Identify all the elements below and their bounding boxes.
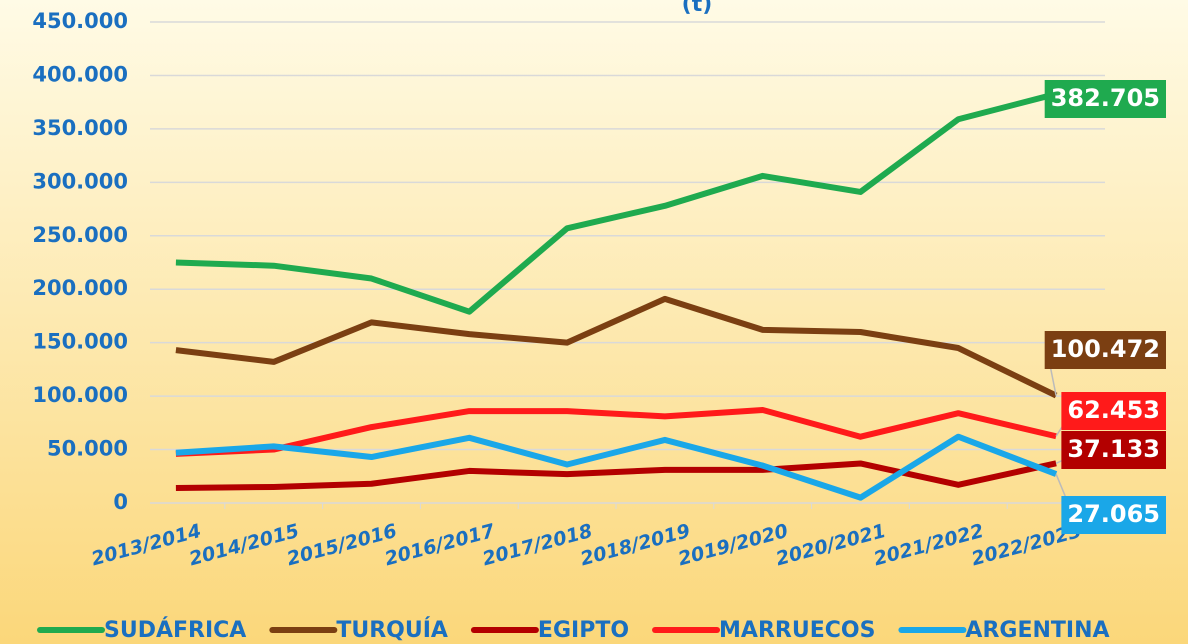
y-tick-label: 150.000 <box>32 330 128 354</box>
value-label-box <box>1061 496 1166 534</box>
legend-label: SUDÁFRICA <box>104 617 246 643</box>
y-tick-label: 0 <box>113 490 128 514</box>
legend-label: MARRUECOS <box>719 618 875 643</box>
chart-title: (t) <box>682 0 713 17</box>
series-line <box>175 433 1058 501</box>
value-label-box <box>1061 392 1166 430</box>
y-tick-label: 250.000 <box>32 223 128 247</box>
y-tick-label: 350.000 <box>32 116 128 140</box>
series-line <box>175 407 1057 457</box>
y-tick-label: 50.000 <box>47 437 128 461</box>
legend-label: EGIPTO <box>538 618 629 643</box>
value-label: 62.453 <box>1067 396 1160 424</box>
value-label: 382.705 <box>1051 84 1160 112</box>
series-line <box>175 91 1057 315</box>
series-line <box>175 295 1058 399</box>
series-line <box>175 460 1057 492</box>
value-label: 100.472 <box>1051 335 1160 363</box>
value-label: 27.065 <box>1067 500 1160 528</box>
y-tick-label: 200.000 <box>32 276 128 300</box>
value-label-box <box>1044 331 1166 369</box>
value-label-box <box>1044 80 1166 118</box>
value-label: 37.133 <box>1067 435 1160 463</box>
legend-label: ARGENTINA <box>965 618 1109 643</box>
y-tick-label: 400.000 <box>32 62 128 86</box>
y-tick-label: 100.000 <box>32 383 128 407</box>
value-label-box <box>1061 431 1166 469</box>
y-tick-label: 300.000 <box>32 169 128 193</box>
y-tick-label: 450.000 <box>32 9 128 33</box>
legend-label: TURQUÍA <box>336 617 448 643</box>
